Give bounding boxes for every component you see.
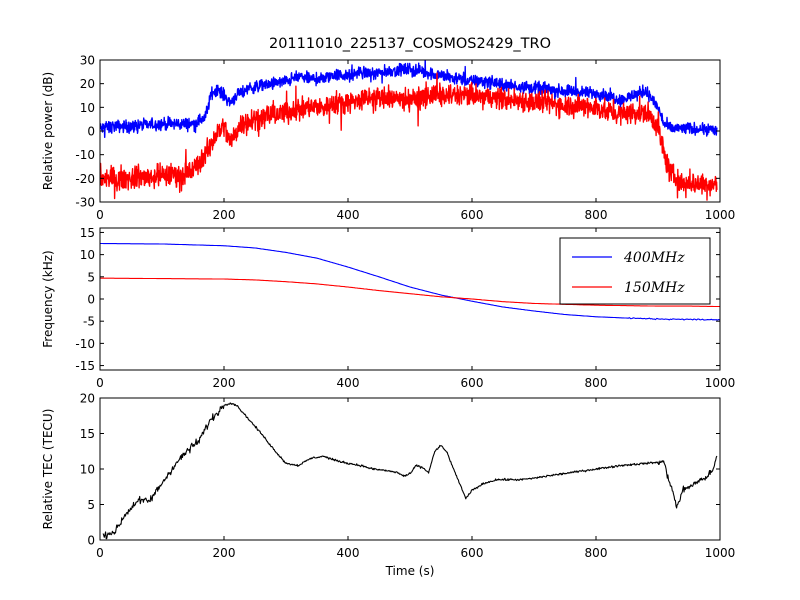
y-tick-label-power--30: -30 <box>75 196 95 210</box>
axes-frame-power <box>99 59 721 203</box>
y-tick-label-power-30: 30 <box>80 54 95 68</box>
x-tick-label-tec-800: 800 <box>585 546 608 560</box>
axes-frame-tec <box>99 397 721 541</box>
panel-tec: 0 200 400 600 800 1000 0 5 10 15 20 Relative TEC (T… <box>41 392 735 579</box>
x-tick-label-power-600: 600 <box>461 208 484 222</box>
y-tick-label-frequency-15: 15 <box>80 226 95 240</box>
series-group-tec <box>102 402 718 540</box>
legend-label-150mhz: 150MHz <box>624 280 685 296</box>
x-tick-label-tec-1000: 1000 <box>705 546 736 560</box>
y-tick-label-frequency-10: 10 <box>80 248 95 262</box>
y-axis-label-tec: Relative TEC (TECU) <box>41 409 55 530</box>
y-axis-label-frequency: Frequency (kHz) <box>41 250 55 347</box>
y-tick-label-tec-0: 0 <box>87 534 95 548</box>
panel-frequency: 0 200 400 600 800 1000 -15 -10 -5 0 5 10 15 Frequency… <box>41 226 735 390</box>
x-tick-label-power-200: 200 <box>213 208 236 222</box>
y-tick-label-tec-10: 10 <box>80 463 95 477</box>
y-tick-label-tec-5: 5 <box>87 498 95 512</box>
x-tick-label-frequency-0: 0 <box>96 376 104 390</box>
y-tick-label-frequency-5: 5 <box>87 270 95 284</box>
x-tick-label-tec-0: 0 <box>96 546 104 560</box>
y-tick-label-power--20: -20 <box>75 172 95 186</box>
y-axis-label-power: Relative power (dB) <box>41 72 55 190</box>
y-tick-label-power-0: 0 <box>87 125 95 139</box>
series-group-power <box>100 60 718 201</box>
x-tick-label-power-400: 400 <box>337 208 360 222</box>
x-axis-label-tec: Time (s) <box>385 564 435 578</box>
series-line-power-1 <box>100 72 718 201</box>
panel-power: 0 200 400 600 800 1000 -30 -20 -10 0 10 20 30 Relativ… <box>41 54 735 223</box>
y-tick-label-frequency--15: -15 <box>75 359 95 373</box>
y-tick-label-power--10: -10 <box>75 148 95 162</box>
y-tick-label-frequency--10: -10 <box>75 337 95 351</box>
x-tick-label-power-0: 0 <box>96 208 104 222</box>
x-tick-label-frequency-200: 200 <box>213 376 236 390</box>
x-tick-label-tec-600: 600 <box>461 546 484 560</box>
y-tick-label-tec-15: 15 <box>80 427 95 441</box>
series-line-frequency-0 <box>100 242 720 321</box>
series-line-tec-0 <box>102 402 718 540</box>
series-line-frequency-1 <box>100 277 720 308</box>
y-tick-label-tec-20: 20 <box>80 392 95 406</box>
legend-box-frequency <box>559 237 711 305</box>
x-tick-label-frequency-400: 400 <box>337 376 360 390</box>
x-tick-label-frequency-1000: 1000 <box>705 376 736 390</box>
y-tick-label-frequency--5: -5 <box>83 315 95 329</box>
legend-frequency: 400MHz 150MHz <box>559 237 711 305</box>
figure-title: 20111010_225137_COSMOS2429_TRO <box>269 36 551 52</box>
y-tick-label-power-20: 20 <box>80 77 95 91</box>
x-tick-label-frequency-600: 600 <box>461 376 484 390</box>
x-tick-label-tec-200: 200 <box>213 546 236 560</box>
x-tick-label-power-1000: 1000 <box>705 208 736 222</box>
panels-group: 0 200 400 600 800 1000-30-20-100102030Relativ… <box>41 54 735 579</box>
x-tick-label-frequency-800: 800 <box>585 376 608 390</box>
x-tick-label-tec-400: 400 <box>337 546 360 560</box>
x-tick-label-power-800: 800 <box>585 208 608 222</box>
legend-label-400mhz: 400MHz <box>623 250 685 266</box>
y-tick-label-power-10: 10 <box>80 101 95 115</box>
series-group-frequency <box>100 242 720 321</box>
y-tick-label-frequency-0: 0 <box>87 293 95 307</box>
